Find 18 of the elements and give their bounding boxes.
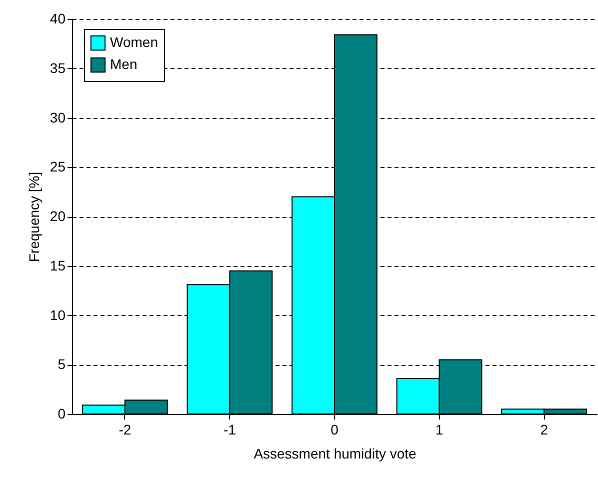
y-tick-label: 20 — [50, 208, 66, 224]
y-tick-label: 40 — [50, 10, 66, 26]
y-tick-label: 5 — [58, 356, 66, 372]
legend-label: Women — [110, 34, 158, 50]
x-tick-label: -1 — [223, 422, 236, 438]
y-tick-label: 15 — [50, 257, 66, 274]
x-tick-label: -2 — [118, 422, 132, 438]
y-tick-label: 0 — [58, 406, 66, 422]
legend-label: Men — [110, 56, 138, 72]
y-tick-label: 10 — [50, 306, 66, 323]
x-axis-title: Assessment humidity vote — [254, 446, 417, 462]
y-tick-label: 30 — [50, 109, 66, 126]
y-tick-label: 25 — [50, 158, 66, 175]
x-tick-label: 2 — [540, 422, 548, 438]
y-axis-title: Frequency [%] — [26, 172, 42, 262]
x-tick-label: 1 — [435, 422, 444, 438]
x-tick-label: 0 — [330, 422, 339, 438]
y-tick-label: 35 — [50, 60, 66, 76]
